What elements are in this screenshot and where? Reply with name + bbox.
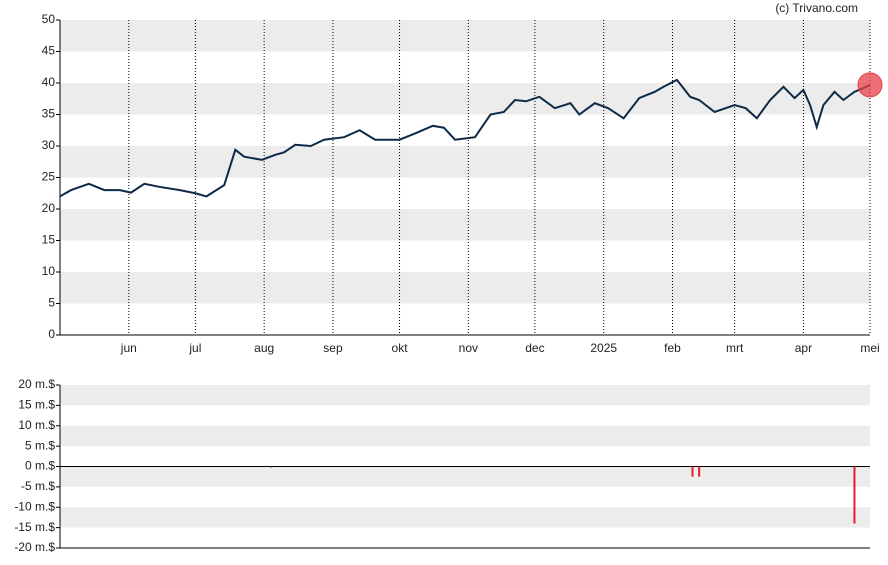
grid-band: [60, 507, 870, 528]
x-tick-label: nov: [459, 341, 478, 355]
last-price-marker: [857, 72, 883, 98]
x-tick-label: apr: [795, 341, 812, 355]
grid-band: [60, 466, 870, 487]
y-tick-label: 5: [48, 296, 55, 310]
y-tick-label: 15: [42, 233, 56, 247]
x-tick-label: mrt: [726, 341, 744, 355]
copyright: (c) Trivano.com: [775, 1, 858, 15]
y-tick-label: 0: [48, 327, 55, 341]
x-tick-label: okt: [392, 341, 409, 355]
price-line: [59, 78, 871, 198]
grid-band: [60, 20, 870, 52]
grid-band: [60, 209, 870, 241]
y-tick-label: 30: [42, 138, 56, 152]
y-tick-label: 20 m.$: [18, 377, 55, 391]
y-tick-label: -10 m.$: [14, 499, 55, 513]
bar: [853, 466, 856, 524]
y-tick-label: 35: [42, 107, 56, 121]
x-tick-label: feb: [664, 341, 681, 355]
y-tick-label: 40: [42, 75, 56, 89]
y-tick-label: -5 m.$: [21, 479, 55, 493]
y-tick-label: 5 m.$: [25, 438, 55, 452]
y-tick-label: 0 m.$: [25, 459, 55, 473]
grid-band: [60, 385, 870, 406]
x-tick-label: jul: [188, 341, 201, 355]
y-tick-label: 50: [42, 12, 56, 26]
y-tick-label: 45: [42, 44, 56, 58]
y-tick-label: -15 m.$: [14, 520, 55, 534]
x-tick-label: sep: [323, 341, 343, 355]
y-tick-label: 20: [42, 201, 56, 215]
y-tick-label: -20 m.$: [14, 540, 55, 554]
y-tick-label: 25: [42, 170, 56, 184]
x-tick-label: mei: [860, 341, 879, 355]
y-tick-label: 10 m.$: [18, 418, 55, 432]
bar: [698, 466, 701, 477]
x-tick-label: dec: [525, 341, 544, 355]
y-tick-label: 15 m.$: [18, 398, 55, 412]
x-tick-label: jun: [120, 341, 137, 355]
y-tick-label: 10: [42, 264, 56, 278]
bar: [691, 466, 694, 477]
grid-band: [60, 146, 870, 178]
x-tick-label: aug: [254, 341, 274, 355]
bar: [269, 466, 272, 468]
grid-band: [60, 425, 870, 447]
x-tick-label: 2025: [590, 341, 617, 355]
grid-band: [60, 272, 870, 304]
